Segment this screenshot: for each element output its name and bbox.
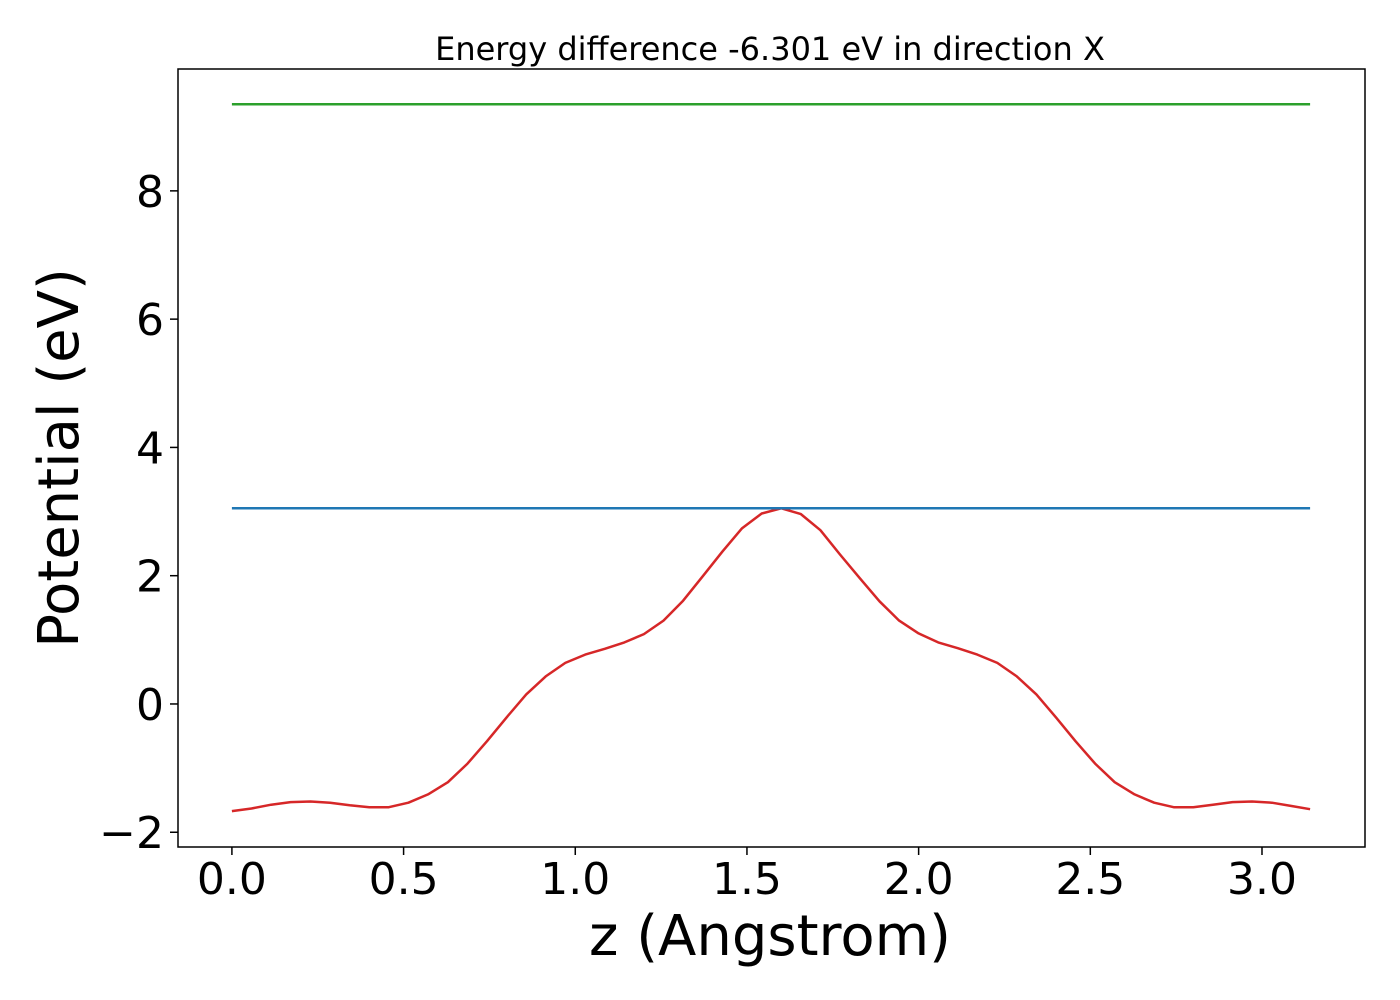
y-tick-label: 8: [136, 167, 164, 218]
x-axis-ticks: 0.0 0.5 1.0 1.5 2.0 2.5 3.0: [197, 847, 1297, 905]
x-tick-label: 1.0: [540, 854, 610, 905]
y-tick-label: 6: [136, 295, 164, 346]
series-line-0: [231, 507, 1311, 813]
x-tick-label: 0.5: [369, 854, 439, 905]
y-axis-label: Potential (eV): [27, 268, 92, 648]
y-tick-label: 2: [136, 552, 164, 603]
series-layer: [231, 103, 1311, 813]
x-tick-label: 2.0: [884, 854, 954, 905]
x-tick-label: 1.5: [712, 854, 782, 905]
x-tick-label: 0.0: [197, 854, 267, 905]
x-tick-label: 3.0: [1227, 854, 1297, 905]
x-axis-label: z (Angstrom): [589, 904, 951, 969]
y-axis-ticks: −2 0 2 4 6 8: [99, 167, 178, 859]
y-tick-label: 0: [136, 680, 164, 731]
x-tick-label: 2.5: [1055, 854, 1125, 905]
plot-frame: [177, 68, 1366, 848]
y-tick-label: 4: [136, 423, 164, 474]
y-tick-label: −2: [99, 808, 164, 859]
chart-title: Energy difference -6.301 eV in direction…: [435, 30, 1105, 68]
